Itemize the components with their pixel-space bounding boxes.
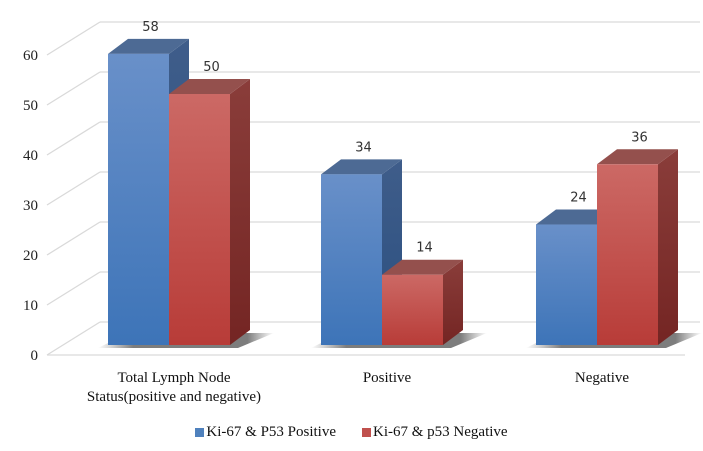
bar-top [597,149,678,165]
legend-label-negative: Ki-67 & p53 Negative [373,424,508,440]
legend-item-positive[interactable]: Ki-67 & P53 Positive [195,424,336,441]
y-tick-label: 10 [23,298,38,314]
y-tick-label: 20 [23,248,38,264]
y-tick-label: 0 [31,348,39,364]
bar-top [321,159,402,175]
bars: 58 50 34 14 24 36 [98,20,702,348]
bar [169,94,230,345]
data-label: 58 [142,20,159,35]
data-label: 50 [203,60,220,75]
bar [536,224,597,345]
legend-swatch-negative [362,428,372,437]
x-category-label: Negative [575,370,629,386]
chart-canvas: 0 10 20 30 40 50 60 58 50 34 14 24 36 Total Lymph N… [23,20,702,405]
data-label: 14 [416,241,433,256]
bar [321,174,382,345]
gridline-side [46,321,101,356]
y-tick-label: 40 [23,148,38,164]
x-category-label: Status(positive and negative) [87,389,261,405]
gridline-side [46,171,101,206]
legend-item-negative[interactable]: Ki-67 & p53 Negative [362,424,508,441]
gridline-side [46,21,101,56]
x-category-label: Positive [363,370,412,386]
x-category-label: Total Lymph Node [117,370,230,386]
gridline-side [46,221,101,256]
y-axis: 0 10 20 30 40 50 60 [23,48,38,364]
y-tick-label: 30 [23,198,38,214]
gridline-side [46,71,101,106]
y-tick-label: 50 [23,98,38,114]
legend-swatch-positive [195,428,205,437]
bar-top [169,79,250,94]
legend-label-positive: Ki-67 & P53 Positive [206,424,337,440]
bar-side [230,79,250,345]
bar-top [382,259,463,275]
legend: Ki-67 & P53 Positive Ki-67 & p53 Negativ… [0,424,703,441]
bar-top [536,209,617,225]
bar [108,53,169,346]
bar-side [443,259,463,345]
data-label: 24 [570,191,587,206]
data-label: 34 [355,140,372,155]
bar-top [108,38,189,54]
bar [382,274,443,345]
x-axis: Total Lymph Node Status(positive and nega… [87,370,629,405]
bar-side [658,149,678,345]
data-label: 36 [631,130,648,145]
bar [597,164,658,345]
gridline-side [46,121,101,156]
y-tick-label: 60 [23,48,38,64]
gridline-side [46,271,101,306]
